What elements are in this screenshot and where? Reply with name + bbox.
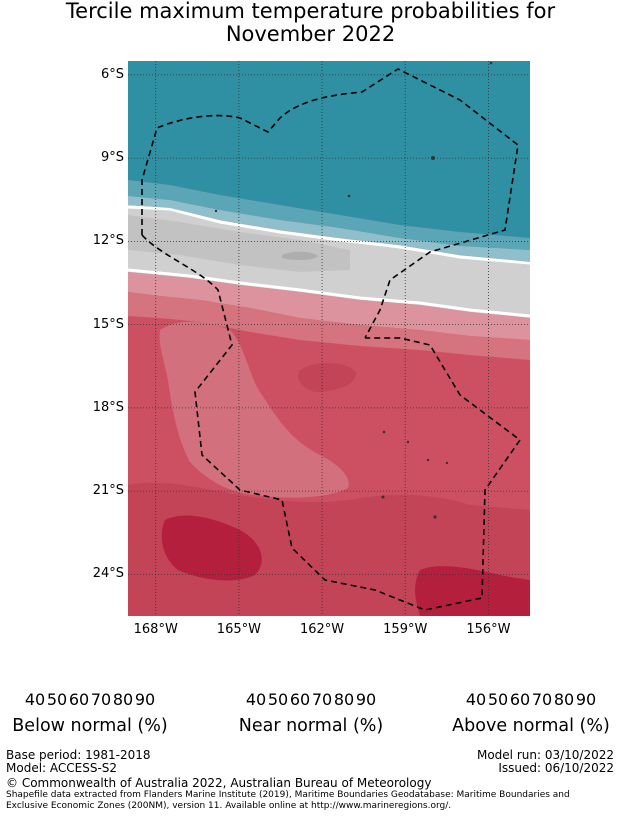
latitude-label: 12°S: [92, 233, 124, 249]
island: [214, 209, 218, 213]
above-normal-strongest-patch: [415, 566, 530, 616]
island: [382, 430, 386, 434]
legend-tick-label: 40: [465, 690, 487, 709]
longitude-label: 159°W: [383, 622, 428, 637]
legend-tick-label: 80: [112, 690, 134, 709]
legend-tick-label: 80: [553, 690, 575, 709]
latitude-label: 21°S: [92, 483, 124, 499]
legend-tick-label: 40: [24, 690, 46, 709]
legend-tick-label: 50: [487, 690, 509, 709]
legend-tick-label: 90: [575, 690, 597, 709]
above-normal-strong-patch: [330, 544, 362, 560]
shapefile-credit-line-1: Shapefile data extracted from Flanders M…: [6, 790, 570, 800]
longitude-label: 165°W: [216, 622, 261, 637]
island: [406, 440, 410, 444]
shapefile-credit-line-2: Exclusive Economic Zones (200NM), versio…: [6, 800, 452, 811]
legend-caption: Below normal (%): [12, 716, 168, 736]
title-line-1: Tercile maximum temperature probabilitie…: [65, 0, 556, 23]
island: [445, 461, 449, 465]
above-normal-light-region: [159, 321, 349, 498]
legend-caption: Near normal (%): [238, 716, 384, 736]
longitude-label: 168°W: [133, 622, 178, 637]
white-gap: [128, 205, 530, 265]
island: [489, 61, 493, 65]
eez-boundary: [141, 68, 519, 339]
chart-title: Tercile maximum temperature probabilitie…: [0, 0, 621, 46]
legend-tick-label: 70: [90, 690, 112, 709]
shapefile-credit: Shapefile data extracted from Flanders M…: [6, 790, 616, 811]
model-name: Model: ACCESS-S2: [6, 761, 118, 775]
below-normal-band-light: [128, 196, 530, 262]
legend-tick-label: 90: [355, 690, 377, 709]
copyright: © Commonwealth of Australia 2022, Austra…: [6, 776, 432, 790]
legend-tick-label: 80: [333, 690, 355, 709]
eez-boundary: [141, 234, 522, 611]
gridlines: [128, 61, 530, 616]
legend-tick-label: 70: [531, 690, 553, 709]
latitude-label: 18°S: [92, 399, 124, 415]
legend-tick-label: 60: [509, 690, 531, 709]
longitude-label: 162°W: [299, 622, 345, 637]
above-normal-band-mid: [128, 292, 530, 360]
legend-tick-label: 50: [267, 690, 289, 709]
latitude-label: 15°S: [92, 316, 124, 332]
latitude-label: 9°S: [100, 150, 124, 166]
island: [426, 458, 430, 462]
latitude-label: 24°S: [92, 566, 124, 582]
above-normal-strong-patch: [298, 362, 357, 392]
below-normal-region: [128, 61, 530, 238]
island: [347, 194, 351, 198]
above-normal-strongest-patch: [161, 515, 262, 581]
island: [433, 515, 437, 519]
legend-tick-label: 60: [68, 690, 90, 709]
legend-caption: Above normal (%): [452, 716, 610, 736]
legend-tick-label: 70: [311, 690, 333, 709]
near-normal-darkest-spot: [282, 251, 318, 261]
map-field: [128, 61, 530, 616]
title-line-2: November 2022: [225, 22, 396, 46]
probability-map: [128, 61, 530, 616]
island: [431, 156, 435, 160]
model-run: Model run: 03/10/2022: [476, 748, 614, 762]
legend-tick-label: 90: [134, 690, 156, 709]
latitude-label: 6°S: [100, 66, 124, 82]
legend-tick-label: 50: [46, 690, 68, 709]
issued-date: Issued: 06/10/2022: [498, 761, 614, 775]
legend-tick-label: 60: [289, 690, 311, 709]
base-period: Base period: 1981-2018: [6, 748, 151, 762]
below-normal-band: [128, 180, 530, 250]
island: [381, 495, 385, 499]
white-gap: [128, 268, 530, 318]
legend-tick-label: 40: [245, 690, 267, 709]
longitude-label: 156°W: [466, 622, 511, 637]
above-normal-band-light: [128, 272, 530, 340]
